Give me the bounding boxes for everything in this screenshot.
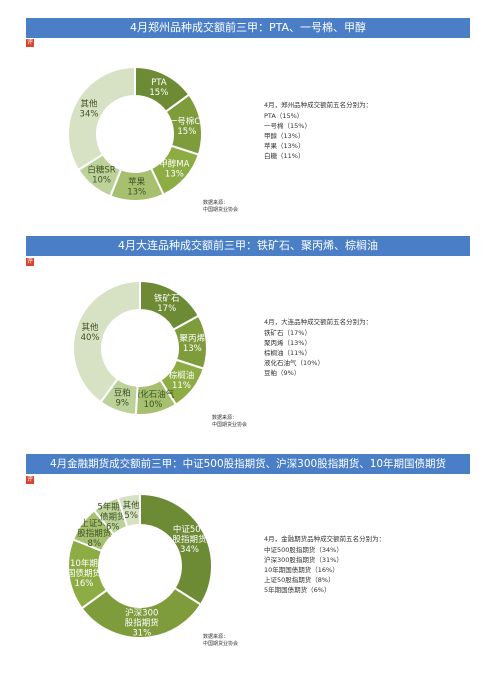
source-label: 数据来源：	[212, 415, 238, 421]
info-line: 铁矿石（17%）	[264, 329, 311, 337]
slice-category-label: 棕榈油	[169, 370, 195, 381]
info-line: 一号棉（15%）	[264, 122, 311, 130]
slice-value-label: 34%	[180, 545, 199, 555]
slice-category-label: 债期货	[100, 511, 126, 522]
badge-icon: 评	[26, 258, 34, 266]
chart-info: 4月，金融期货品种成交额前五名分别为： 中证500股指期货（34%） 沪深300…	[264, 534, 385, 595]
slice-value-label: 13%	[165, 170, 184, 180]
info-line: 白糖（11%）	[264, 152, 305, 160]
data-source: 数据来源： 中国期货业协会	[212, 415, 247, 429]
slice-category-label: 甲醇MA	[159, 159, 189, 170]
slice-category-label: 股指期货	[77, 528, 112, 539]
source-label: 数据来源：	[203, 200, 229, 206]
slice-category-label: 其他	[80, 99, 98, 110]
slice-category-label: 5年期国	[97, 501, 128, 512]
slice-category-label: 股指期货	[125, 617, 160, 628]
slice-value-label: 34%	[80, 110, 99, 120]
info-line: PTA（15%）	[264, 112, 304, 120]
info-line: 10年期国债期货（16%）	[264, 566, 339, 574]
slice-value-label: 6%	[106, 522, 120, 532]
slice-value-label: 8%	[88, 539, 102, 549]
info-line: 5年期国债期货（6%）	[264, 586, 331, 594]
info-title: 4月，金融期货品种成交额前五名分别为：	[264, 535, 386, 543]
donut-slice	[67, 65, 136, 172]
slice-category-label: 其他	[82, 322, 100, 333]
slice-category-label: 苹果	[128, 176, 146, 187]
slice-value-label: 11%	[172, 381, 191, 391]
source-org: 中国期货业协会	[212, 422, 248, 428]
donut-slice	[80, 586, 203, 639]
info-line: 中证500股指期货（34%）	[264, 546, 343, 554]
slice-category-label: 铁矿石	[154, 293, 180, 304]
chart-section-zhengzhou: 4月郑州品种成交额前三甲：PTA、一号棉、甲醇 评 PTA 15% 一号棉CF 15%…	[0, 0, 500, 230]
slice-value-label: 16%	[74, 579, 93, 589]
slice-category-label: 沪深300	[125, 607, 158, 618]
slice-value-label: 40%	[81, 333, 100, 343]
chart-info: 4月，郑州品种成交额前五名分别为： PTA（15%） 一号棉（15%） 甲醇（1…	[264, 100, 372, 161]
slice-value-label: 17%	[157, 304, 176, 314]
slice-value-label: 5%	[124, 511, 138, 521]
slice-category-label: PTA	[151, 78, 167, 88]
slice-category-label: 一号棉CF	[169, 116, 205, 127]
slice-category-label: 豆粕	[114, 387, 131, 398]
source-label: 数据来源：	[203, 634, 229, 640]
info-line: 聚丙烯（13%）	[264, 339, 311, 347]
badge-icon: 评	[26, 39, 34, 47]
slice-value-label: 10%	[92, 175, 111, 185]
chart-section-financial: 4月金融期货成交额前三甲：中证500股指期货、沪深300股指期货、10年期国债期…	[0, 0, 500, 647]
chart-section-dalian: 4月大连品种成交额前三甲：铁矿石、聚丙烯、棕榈油 评 铁矿石 17% 聚丙烯 13% 棕…	[0, 0, 500, 428]
info-line: 沪深300股指期货（31%）	[264, 556, 343, 564]
slice-category-label: 其他	[123, 500, 141, 511]
donut-slice	[139, 492, 213, 606]
info-line: 苹果（13%）	[264, 142, 305, 150]
slice-value-label: 9%	[115, 398, 129, 408]
source-org: 中国期货业协会	[203, 641, 239, 647]
slice-category-label: 白糖SR	[87, 164, 115, 175]
info-line: 液化石油气（10%）	[264, 359, 324, 367]
chart-title: 4月郑州品种成交额前三甲：PTA、一号棉、甲醇	[26, 18, 470, 38]
slice-value-label: 13%	[183, 344, 202, 354]
chart-info: 4月，大连品种成交额前五名分别为： 铁矿石（17%） 聚丙烯（13%） 棕榈油（…	[264, 317, 372, 378]
slice-category-label: 10年期	[70, 558, 98, 569]
slice-value-label: 10%	[144, 400, 163, 410]
chart-title: 4月大连品种成交额前三甲：铁矿石、聚丙烯、棕榈油	[26, 236, 470, 256]
donut-chart: 中证500股指期货34%沪深300股指期货31%10年期国债期货16%上证50股…	[67, 492, 213, 639]
info-line: 上证50股指期货（8%）	[264, 576, 335, 584]
slice-category-label: 液化石油气	[132, 389, 175, 400]
info-title: 4月，郑州品种成交额前五名分别为：	[264, 101, 373, 109]
info-line: 豆粕（9%）	[264, 369, 301, 377]
donut-slice	[116, 492, 141, 529]
info-line: 甲醇（13%）	[264, 132, 305, 140]
slice-value-label: 31%	[132, 628, 151, 638]
slice-category-label: 聚丙烯	[180, 333, 206, 344]
slice-category-label: 股指期货	[173, 534, 208, 545]
info-title: 4月，大连品种成交额前五名分别为：	[264, 318, 373, 326]
slice-category-label: 国债期货	[67, 568, 102, 579]
slice-value-label: 13%	[127, 187, 146, 197]
slice-category-label: 中证500	[173, 524, 206, 535]
chart-title: 4月金融期货成交额前三甲：中证500股指期货、沪深300股指期货、10年期国债期…	[26, 454, 470, 474]
data-source: 数据来源： 中国期货业协会	[203, 200, 238, 214]
source-org: 中国期货业协会	[203, 207, 239, 213]
slice-category-label: 上证50	[80, 519, 108, 529]
donut-slice	[72, 279, 141, 404]
badge-icon: 评	[26, 476, 34, 484]
data-source: 数据来源： 中国期货业协会	[203, 634, 238, 648]
slice-value-label: 15%	[149, 88, 168, 98]
info-line: 棕榈油（11%）	[264, 349, 311, 357]
slice-value-label: 15%	[177, 127, 196, 137]
